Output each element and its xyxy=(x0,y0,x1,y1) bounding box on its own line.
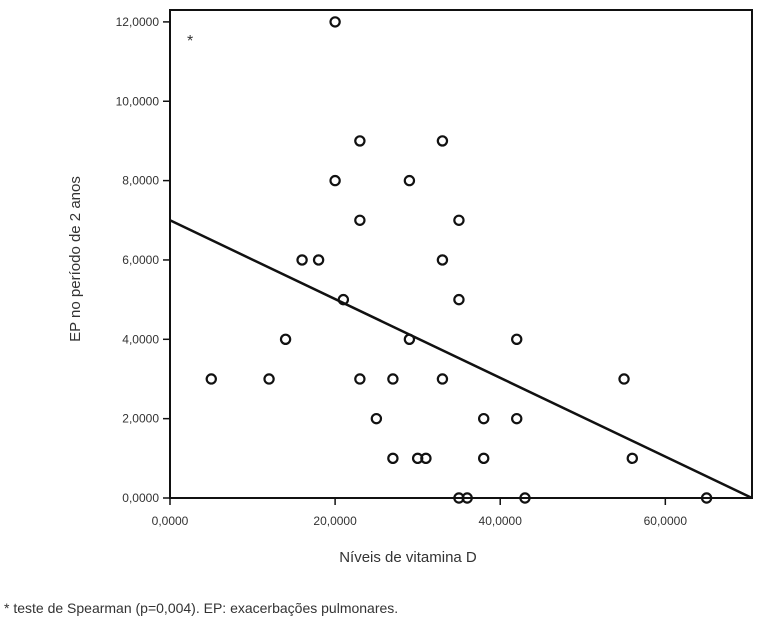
x-tick-label: 60,0000 xyxy=(644,514,688,528)
data-point xyxy=(626,452,638,465)
plot-area xyxy=(169,9,753,499)
y-tick-label: 8,0000 xyxy=(122,174,159,188)
y-axis-title: EP no período de 2 anos xyxy=(67,176,84,342)
data-point xyxy=(387,452,399,465)
data-point xyxy=(436,373,449,385)
data-point xyxy=(420,452,432,465)
y-tick-label: 4,0000 xyxy=(122,332,159,346)
regression-line xyxy=(169,219,753,500)
x-axis-title: Níveis de vitamina D xyxy=(339,549,477,566)
data-point xyxy=(403,174,416,187)
x-tick-label: 20,0000 xyxy=(313,514,357,528)
y-tick-label: 6,0000 xyxy=(122,253,159,267)
data-point xyxy=(354,214,366,226)
data-point xyxy=(337,293,350,306)
data-point xyxy=(618,373,630,385)
data-point xyxy=(354,135,366,147)
data-point xyxy=(436,135,449,147)
scatter-chart: 0,0000 2,0000 4,0000 6,0000 8,0000 10,0000 12,… xyxy=(67,9,753,566)
footnote: * teste de Spearman (p=0,004). EP: exace… xyxy=(4,600,399,616)
data-point xyxy=(387,373,399,385)
data-point xyxy=(453,214,465,226)
data-point xyxy=(403,333,416,346)
data-point xyxy=(312,254,325,266)
y-tick-label: 2,0000 xyxy=(122,412,159,426)
data-point xyxy=(519,492,531,504)
data-point xyxy=(296,254,308,266)
data-point xyxy=(511,333,523,346)
data-point xyxy=(453,293,465,306)
y-tick-label: 12,0000 xyxy=(116,15,160,29)
data-point xyxy=(354,373,366,385)
data-point xyxy=(205,373,217,385)
data-point xyxy=(511,412,523,425)
data-point xyxy=(478,412,490,425)
y-tick-label: 10,0000 xyxy=(116,94,160,108)
data-point xyxy=(370,412,383,425)
data-point xyxy=(700,492,713,504)
x-tick-label: 0,0000 xyxy=(152,514,189,528)
significance-marker: * xyxy=(187,33,193,50)
data-point xyxy=(461,492,473,504)
data-point xyxy=(279,333,292,346)
data-point xyxy=(329,16,341,28)
x-tick-label: 40,0000 xyxy=(479,514,523,528)
data-point xyxy=(263,373,275,385)
y-tick-label: 0,0000 xyxy=(122,491,159,505)
data-point xyxy=(329,174,341,187)
data-point xyxy=(478,452,490,465)
data-point xyxy=(436,254,449,266)
